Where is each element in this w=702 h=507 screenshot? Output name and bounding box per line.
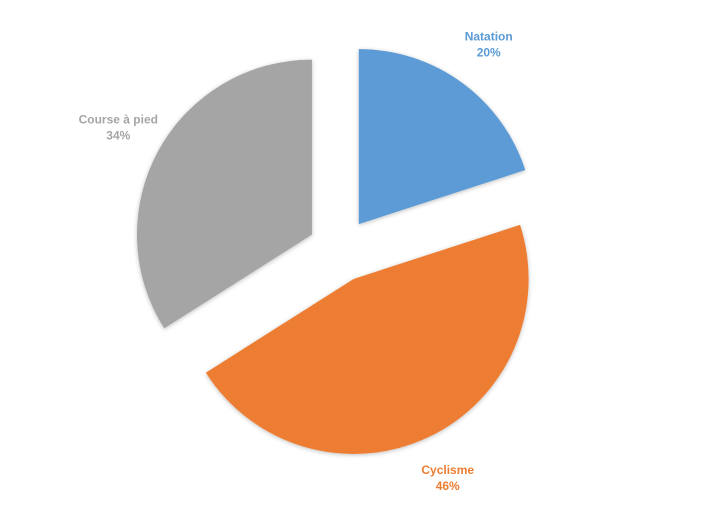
slice-value-label: 46%: [436, 479, 460, 493]
slice-value-label: 20%: [477, 45, 501, 59]
pie-slice: [358, 49, 526, 225]
pie-slice: [205, 224, 529, 454]
slice-value-label: 34%: [106, 128, 130, 142]
slice-label: Cyclisme: [421, 463, 474, 477]
pie-slice: [136, 59, 312, 329]
slice-label: Course à pied: [79, 112, 158, 126]
slice-label: Natation: [465, 29, 513, 43]
